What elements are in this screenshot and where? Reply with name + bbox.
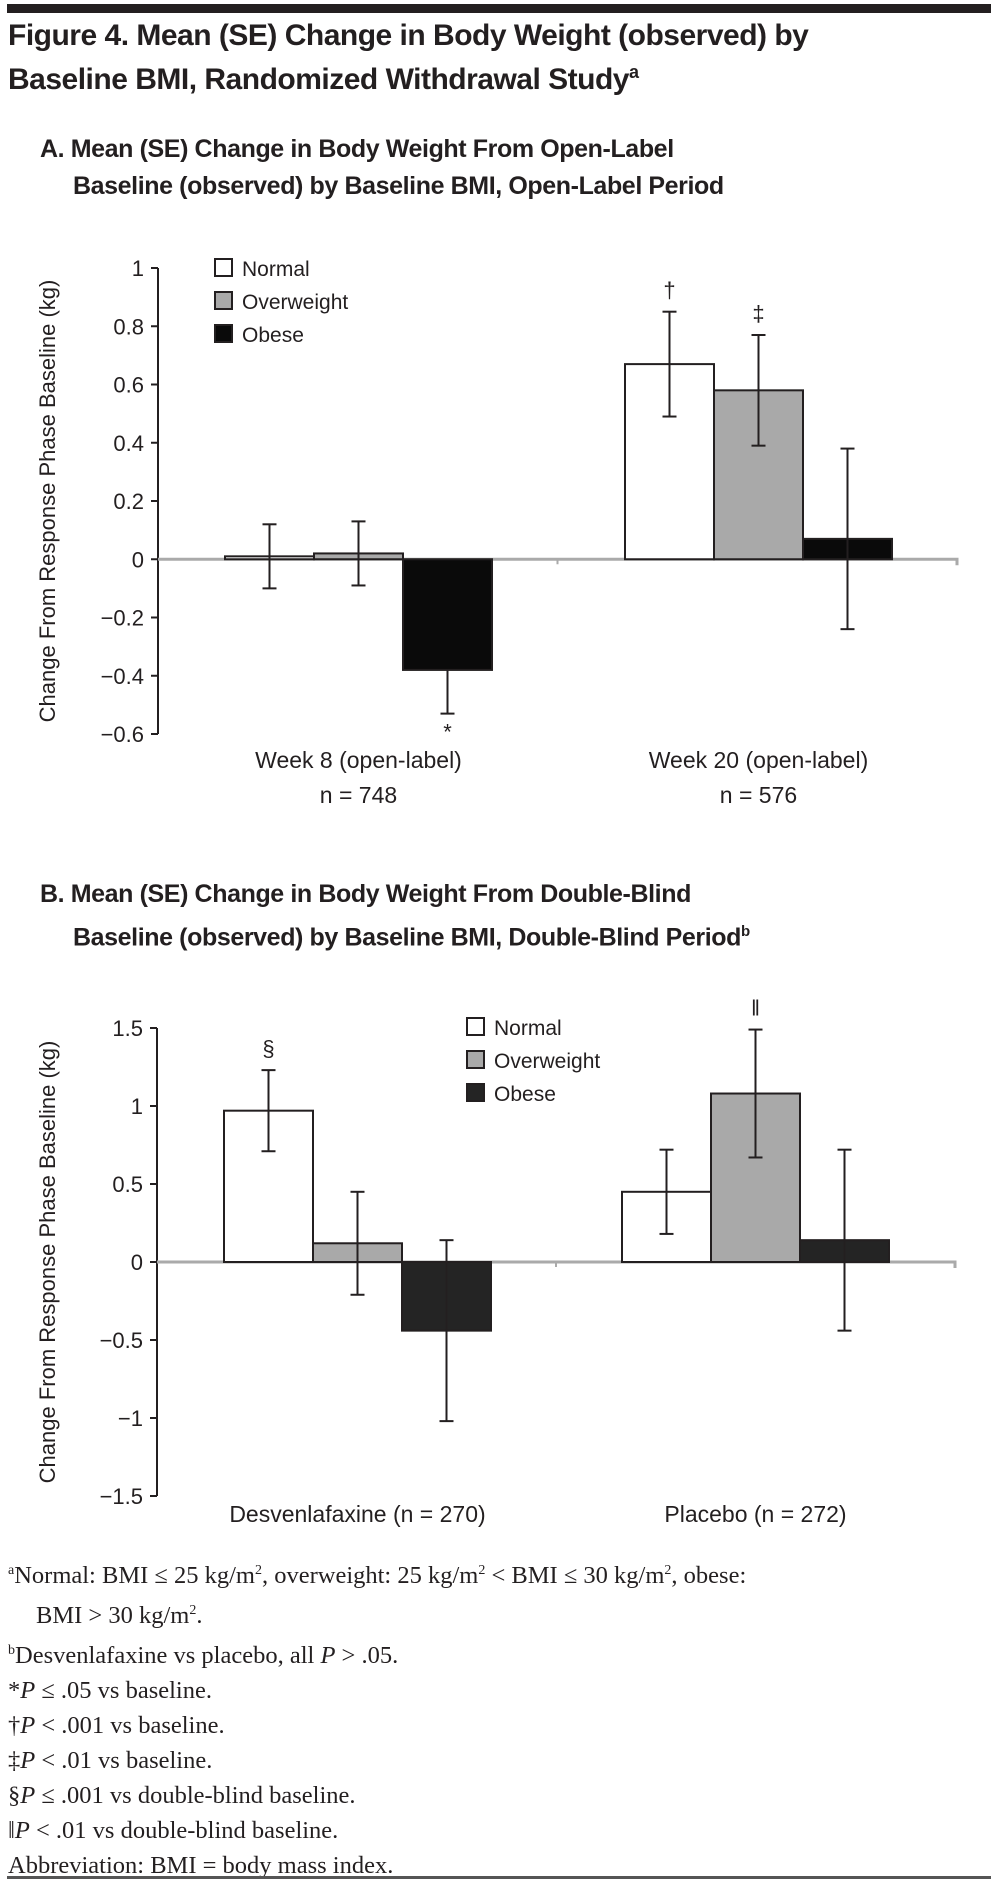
footnote-double-dagger-text: < .01 vs baseline. bbox=[35, 1747, 213, 1775]
panel-a-title-line2: Baseline (observed) by Baseline BMI, Ope… bbox=[40, 168, 980, 205]
p-symbol: P bbox=[320, 1642, 336, 1670]
footnote-dagger-text: < .001 vs baseline. bbox=[35, 1712, 225, 1740]
significance-marker: ‖ bbox=[751, 996, 760, 1021]
footnote-section-text: ≤ .001 vs double-blind baseline. bbox=[35, 1782, 356, 1810]
footnote-a-text-5: BMI > 30 kg/m bbox=[36, 1602, 190, 1630]
superscript-2: 2 bbox=[189, 1603, 197, 1619]
y-tick-label: 0.8 bbox=[113, 314, 144, 339]
footnote-a-text-6: . bbox=[196, 1602, 203, 1630]
figure-title-line2: Baseline BMI, Randomized Withdrawal Stud… bbox=[8, 63, 629, 96]
y-tick-label: 0.4 bbox=[113, 431, 144, 456]
panel-b-title-footnote-marker: b bbox=[741, 923, 750, 940]
p-symbol: P bbox=[20, 1747, 36, 1775]
p-symbol: P bbox=[20, 1677, 36, 1705]
p-symbol: P bbox=[20, 1782, 36, 1810]
footnote-double-dagger: ‡P < .01 vs baseline. bbox=[8, 1743, 988, 1778]
panel-b-title-line2: Baseline (observed) by Baseline BMI, Dou… bbox=[40, 913, 980, 956]
y-tick-label: −1.5 bbox=[100, 1484, 143, 1509]
legend-label-overweight: Overweight bbox=[242, 291, 348, 314]
y-tick-label: 1.5 bbox=[112, 1016, 143, 1041]
legend-swatch-obese bbox=[466, 1083, 485, 1102]
p-symbol: P bbox=[14, 1817, 30, 1845]
y-tick-label: −0.6 bbox=[101, 722, 144, 747]
legend-label-obese: Obese bbox=[242, 324, 304, 347]
legend-label-normal: Normal bbox=[242, 258, 310, 281]
panel-a-title-line2-text: Baseline (observed) by Baseline BMI, Ope… bbox=[73, 172, 724, 200]
footnote-parallel: ‖P < .01 vs double-blind baseline. bbox=[8, 1813, 988, 1848]
y-tick-label: 0.2 bbox=[113, 489, 144, 514]
footnote-b: bDesvenlafaxine vs placebo, all P > .05. bbox=[8, 1633, 988, 1673]
panel-a-title-line1: A. Mean (SE) Change in Body Weight From … bbox=[40, 135, 674, 163]
dagger-marker: † bbox=[8, 1712, 21, 1740]
superscript-2: 2 bbox=[664, 1563, 672, 1578]
y-tick-label: −0.5 bbox=[100, 1328, 143, 1353]
figure-title-footnote-marker: a bbox=[628, 62, 639, 82]
significance-marker: ‡ bbox=[752, 301, 764, 326]
panel-b-title-line1: B. Mean (SE) Change in Body Weight From … bbox=[40, 880, 691, 908]
footnote-a: aNormal: BMI ≤ 25 kg/m2, overweight: 25 … bbox=[8, 1553, 988, 1593]
y-tick-label: −0.2 bbox=[101, 606, 144, 631]
y-tick-label: 1 bbox=[131, 1094, 143, 1119]
significance-marker: § bbox=[262, 1036, 274, 1061]
superscript-2: 2 bbox=[478, 1563, 486, 1578]
asterisk-marker: * bbox=[8, 1677, 21, 1705]
legend-label-obese: Obese bbox=[494, 1083, 556, 1106]
y-tick-label: −0.4 bbox=[101, 664, 144, 689]
y-tick-label: 0 bbox=[132, 547, 144, 572]
parallel-marker: ‖ bbox=[8, 1817, 15, 1845]
y-tick-label: 0 bbox=[131, 1250, 143, 1275]
panel-b-title: B. Mean (SE) Change in Body Weight From … bbox=[40, 876, 980, 956]
chart-b: 1.5 1 0.5 0 −0.5 −1 −1.5 Change From Response P… bbox=[35, 996, 957, 1527]
figure-title: Figure 4. Mean (SE) Change in Body Weigh… bbox=[8, 18, 988, 98]
x-category-sublabel: n = 576 bbox=[720, 782, 797, 808]
chart-a: 1 0.8 0.6 0.4 0.2 0 −0.2 −0.4 −0.6 Change From Re… bbox=[35, 256, 959, 808]
x-category-label: Desvenlafaxine (n = 270) bbox=[229, 1501, 485, 1527]
legend-label-normal: Normal bbox=[494, 1017, 562, 1040]
footnote-dagger: †P < .001 vs baseline. bbox=[8, 1708, 988, 1743]
section-marker: § bbox=[8, 1782, 21, 1810]
x-category-sublabel: n = 748 bbox=[320, 782, 397, 808]
legend-swatch-obese bbox=[214, 324, 233, 343]
bottom-rule bbox=[7, 1876, 991, 1879]
legend-swatch-normal bbox=[466, 1017, 485, 1036]
figure-title-line1: Figure 4. Mean (SE) Change in Body Weigh… bbox=[8, 19, 809, 52]
panel-a-title: A. Mean (SE) Change in Body Weight From … bbox=[40, 131, 980, 205]
footnote-a-marker: a bbox=[8, 1563, 15, 1578]
footnote-b-marker: b bbox=[8, 1643, 15, 1659]
legend-swatch-overweight bbox=[214, 291, 233, 310]
legend-swatch-normal bbox=[214, 258, 233, 277]
footnote-parallel-text: < .01 vs double-blind baseline. bbox=[29, 1817, 339, 1845]
p-symbol: P bbox=[20, 1712, 36, 1740]
footnotes: aNormal: BMI ≤ 25 kg/m2, overweight: 25 … bbox=[8, 1553, 988, 1883]
footnote-a-text-4: , obese: bbox=[671, 1562, 747, 1590]
y-axis-label: Change From Response Phase Baseline (kg) bbox=[35, 1041, 60, 1484]
panel-b-title-line2-text: Baseline (observed) by Baseline BMI, Dou… bbox=[73, 923, 742, 952]
double-dagger-marker: ‡ bbox=[8, 1747, 21, 1775]
superscript-2: 2 bbox=[254, 1563, 262, 1578]
footnote-b-text-end: > .05. bbox=[335, 1642, 399, 1670]
y-axis-label: Change From Response Phase Baseline (kg) bbox=[35, 280, 60, 723]
footnote-a-text-3: < BMI ≤ 30 kg/m bbox=[485, 1562, 665, 1590]
footnote-a-text-1: Normal: BMI ≤ 25 kg/m bbox=[14, 1562, 255, 1590]
significance-marker: * bbox=[443, 720, 452, 745]
legend-label-overweight: Overweight bbox=[494, 1050, 600, 1073]
x-category-label: Week 20 (open-label) bbox=[649, 747, 868, 773]
footnote-a-text-2: , overweight: 25 kg/m bbox=[261, 1562, 479, 1590]
x-category-label: Week 8 (open-label) bbox=[255, 747, 462, 773]
legend-swatch-overweight bbox=[466, 1050, 485, 1069]
x-category-label: Placebo (n = 272) bbox=[664, 1501, 846, 1527]
significance-marker: † bbox=[663, 278, 675, 303]
top-rule bbox=[7, 4, 991, 13]
y-tick-label: 0.6 bbox=[113, 373, 144, 398]
footnote-star: *P ≤ .05 vs baseline. bbox=[8, 1673, 988, 1708]
footnote-star-text: ≤ .05 vs baseline. bbox=[35, 1677, 212, 1705]
y-tick-label: −1 bbox=[118, 1406, 143, 1431]
bar-obese bbox=[402, 558, 493, 671]
footnote-a-continued: BMI > 30 kg/m2. bbox=[8, 1593, 988, 1633]
y-tick-label: 0.5 bbox=[112, 1172, 143, 1197]
footnote-abbreviation: Abbreviation: BMI = body mass index. bbox=[8, 1852, 394, 1880]
footnote-b-text: Desvenlafaxine vs placebo, all bbox=[15, 1642, 321, 1670]
y-tick-label: 1 bbox=[132, 256, 144, 281]
footnote-section: §P ≤ .001 vs double-blind baseline. bbox=[8, 1778, 988, 1813]
